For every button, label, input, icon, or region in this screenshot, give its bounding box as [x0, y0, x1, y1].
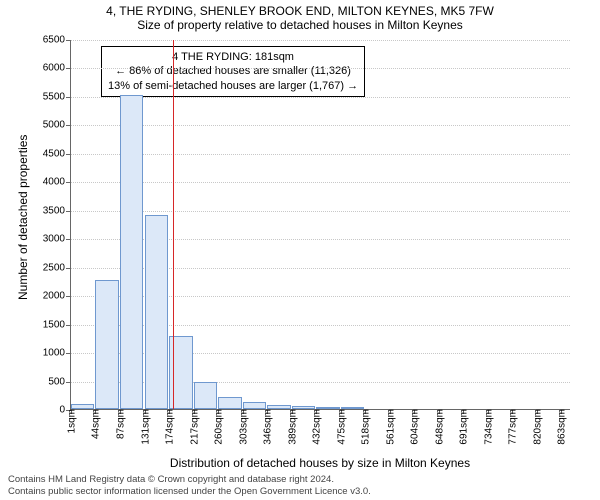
x-axis-label: Distribution of detached houses by size …: [70, 456, 570, 470]
xtick-label: 1sqm: [65, 409, 78, 433]
title-line1: 4, THE RYDING, SHENLEY BROOK END, MILTON…: [0, 0, 600, 18]
histogram-bar: [194, 382, 217, 409]
xtick-label: 518sqm: [359, 409, 372, 445]
gridline: [71, 154, 570, 155]
histogram-bar: [218, 397, 241, 409]
annotation-line2: ← 86% of detached houses are smaller (11…: [108, 64, 358, 78]
ytick-label: 1000: [43, 348, 71, 359]
reference-line: [173, 40, 174, 409]
ytick-label: 1500: [43, 319, 71, 330]
annotation-line1: 4 THE RYDING: 181sqm: [108, 50, 358, 64]
xtick-label: 389sqm: [285, 409, 298, 445]
xtick-label: 260sqm: [212, 409, 225, 445]
footer-line2: Contains public sector information licen…: [8, 486, 371, 498]
xtick-label: 174sqm: [163, 409, 176, 445]
ytick-label: 6000: [43, 63, 71, 74]
gridline: [71, 97, 570, 98]
xtick-label: 561sqm: [383, 409, 396, 445]
xtick-label: 777sqm: [506, 409, 519, 445]
xtick-label: 691sqm: [457, 409, 470, 445]
gridline: [71, 125, 570, 126]
ytick-label: 500: [48, 376, 71, 387]
gridline: [71, 211, 570, 212]
footer-line1: Contains HM Land Registry data © Crown c…: [8, 474, 371, 486]
annotation-box: 4 THE RYDING: 181sqm ← 86% of detached h…: [101, 46, 365, 97]
ytick-label: 3000: [43, 234, 71, 245]
histogram-bar: [120, 95, 143, 409]
xtick-label: 604sqm: [408, 409, 421, 445]
xtick-label: 475sqm: [334, 409, 347, 445]
xtick-label: 734sqm: [481, 409, 494, 445]
xtick-label: 648sqm: [433, 409, 446, 445]
histogram-bar: [95, 280, 118, 409]
ytick-label: 3500: [43, 205, 71, 216]
title-line2: Size of property relative to detached ho…: [0, 18, 600, 32]
xtick-label: 131sqm: [138, 409, 151, 445]
xtick-label: 87sqm: [113, 409, 126, 439]
xtick-label: 217sqm: [187, 409, 200, 445]
chart-container: 4, THE RYDING, SHENLEY BROOK END, MILTON…: [0, 0, 600, 500]
xtick-label: 303sqm: [236, 409, 249, 445]
histogram-bar: [145, 215, 168, 409]
ytick-label: 5000: [43, 120, 71, 131]
ytick-label: 4000: [43, 177, 71, 188]
ytick-label: 6500: [43, 35, 71, 46]
ytick-label: 5500: [43, 91, 71, 102]
xtick-label: 346sqm: [261, 409, 274, 445]
gridline: [71, 182, 570, 183]
footer: Contains HM Land Registry data © Crown c…: [8, 474, 371, 498]
histogram-bar: [243, 402, 266, 409]
xtick-label: 820sqm: [530, 409, 543, 445]
gridline: [71, 68, 570, 69]
annotation-line3: 13% of semi-detached houses are larger (…: [108, 79, 358, 93]
ytick-label: 4500: [43, 148, 71, 159]
xtick-label: 432sqm: [310, 409, 323, 445]
plot-area: 4 THE RYDING: 181sqm ← 86% of detached h…: [70, 40, 570, 410]
y-axis-label: Number of detached properties: [16, 135, 30, 300]
xtick-label: 863sqm: [555, 409, 568, 445]
gridline: [71, 40, 570, 41]
xtick-label: 44sqm: [89, 409, 102, 439]
ytick-label: 2000: [43, 291, 71, 302]
ytick-label: 2500: [43, 262, 71, 273]
